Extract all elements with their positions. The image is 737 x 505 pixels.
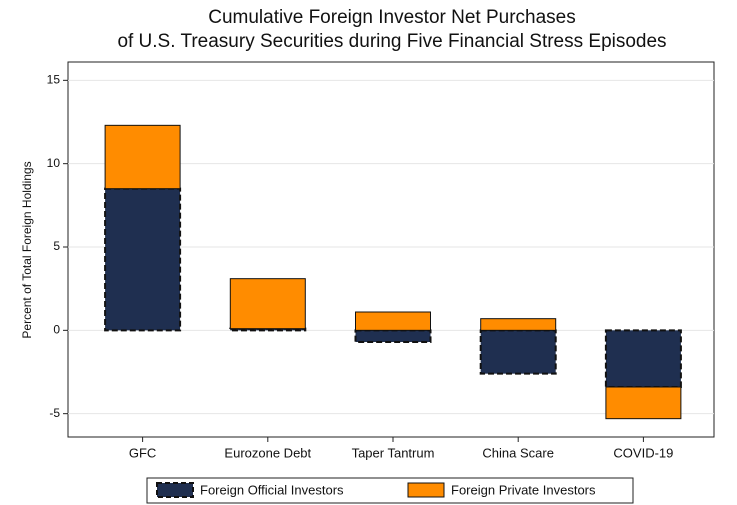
bar — [605, 386, 682, 420]
x-tick-label: GFC — [129, 445, 156, 460]
bar — [355, 311, 431, 331]
legend-frame — [146, 477, 634, 504]
y-tick-label: 15 — [47, 73, 61, 87]
y-tick-label: 10 — [47, 156, 61, 170]
bar — [479, 329, 557, 375]
legend-label: Foreign Official Investors — [200, 482, 344, 497]
chart-title: Cumulative Foreign Investor Net Purchase… — [208, 7, 576, 28]
bar — [604, 329, 682, 389]
x-tick-label: Taper Tantrum — [352, 445, 435, 460]
y-tick-label: 5 — [53, 239, 60, 253]
bar — [480, 318, 557, 331]
x-tick-label: China Scare — [482, 445, 554, 460]
bar — [354, 329, 432, 344]
y-tick-label: 0 — [53, 323, 60, 337]
legend-swatch — [407, 482, 445, 498]
chart-title: of U.S. Treasury Securities during Five … — [117, 31, 666, 52]
legend-swatch — [156, 482, 194, 498]
plot-frame — [67, 61, 715, 438]
bar — [229, 278, 306, 330]
y-axis-label: Percent of Total Foreign Holdings — [20, 161, 34, 338]
bar — [104, 187, 182, 332]
x-tick-label: COVID-19 — [613, 445, 673, 460]
x-tick-label: Eurozone Debt — [224, 445, 311, 460]
y-tick-label: -5 — [49, 406, 60, 420]
bar — [104, 124, 181, 190]
legend-label: Foreign Private Investors — [451, 482, 596, 497]
